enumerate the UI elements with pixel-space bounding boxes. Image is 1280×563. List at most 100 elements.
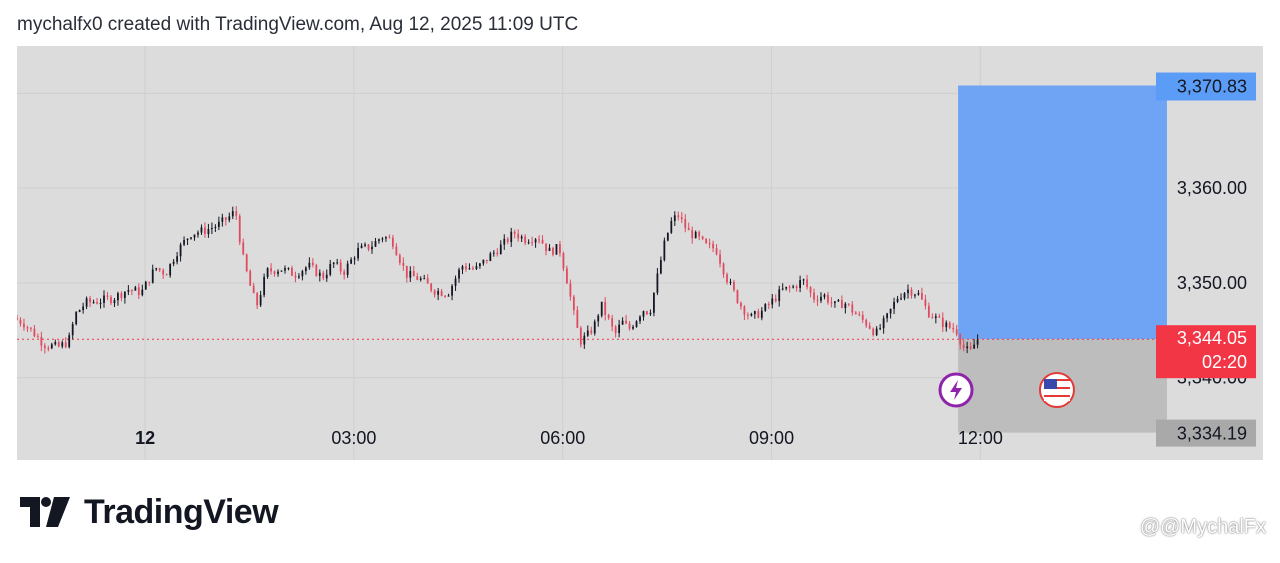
candle-body (653, 292, 655, 313)
candle-body (712, 243, 714, 249)
candle-body (820, 296, 822, 301)
candle-body (799, 280, 802, 288)
candle-body (217, 221, 220, 227)
event-icons[interactable] (938, 372, 1075, 408)
x-tick-label: 12:00 (958, 428, 1003, 448)
candle-body (576, 310, 579, 328)
candle-body (110, 296, 112, 304)
candle-body (96, 302, 98, 304)
candle-body (169, 263, 172, 276)
candle-body (165, 274, 168, 276)
candle-body (952, 327, 955, 330)
candle-body (597, 315, 600, 322)
candle-body (569, 283, 572, 297)
candle-body (190, 237, 192, 239)
candle-body (872, 328, 875, 336)
candle-body (183, 240, 185, 245)
chart-area[interactable]: 12 03:00 06:00 09:00 12:00 3,360.00 3,350.00 3,… (17, 46, 1263, 460)
candle-body (357, 247, 359, 259)
candle-body (740, 302, 742, 307)
target-price-box (1156, 72, 1256, 101)
candle-body (639, 316, 641, 322)
candle-body (959, 334, 962, 345)
candle-body (649, 312, 652, 315)
candle-body (809, 287, 812, 293)
candle-body (680, 217, 683, 220)
candle-body (68, 335, 71, 348)
candle-body (478, 263, 481, 267)
candle-body (938, 316, 941, 318)
candle-body (291, 267, 293, 276)
candle-body (517, 233, 520, 239)
candle-body (921, 293, 923, 300)
candle-body (840, 299, 843, 309)
candle-body (33, 328, 36, 337)
candle-body (398, 255, 401, 263)
candle-body (137, 287, 140, 296)
lightning-icon[interactable] (938, 372, 974, 408)
candle-body (618, 324, 621, 334)
candle-body (311, 262, 314, 265)
candle-body (687, 228, 690, 231)
candle-body (691, 230, 694, 239)
price-chart[interactable]: 12 03:00 06:00 09:00 12:003,360.003,350.00 3,… (17, 46, 1263, 460)
candle-body (966, 346, 969, 349)
candle-body (141, 289, 144, 296)
candle-body (228, 216, 231, 221)
y-tick-label: 3,360.00 (1177, 178, 1247, 198)
x-tick-label: 12 (135, 428, 155, 448)
candle-body (106, 295, 109, 297)
candle-body (781, 288, 784, 290)
candle-body (249, 271, 252, 286)
countdown-label: 02:20 (1202, 352, 1247, 372)
tradingview-logo-icon (20, 497, 70, 527)
candle-body (374, 241, 377, 247)
candle-body (743, 306, 746, 315)
candle-body (917, 293, 920, 295)
candle-body (715, 248, 718, 255)
candle-body (82, 306, 85, 311)
candle-body (472, 268, 474, 270)
candle-body (646, 311, 648, 315)
candle-body (447, 295, 450, 297)
candle-body (813, 292, 815, 300)
candle-body (583, 335, 586, 345)
candle-body (607, 314, 610, 318)
us-flag-icon[interactable] (1038, 372, 1075, 408)
candle-body (61, 342, 64, 347)
candle-body (753, 311, 756, 314)
candle-body (767, 304, 770, 306)
candle-body (294, 275, 297, 278)
current-price-label: 3,344.05 (1177, 328, 1247, 348)
candle-body (298, 276, 300, 278)
candle-body (402, 262, 405, 266)
candle-body (764, 304, 767, 311)
candle-body (287, 267, 290, 269)
candle-body (103, 295, 105, 303)
candle-body (823, 294, 826, 297)
candle-body (343, 271, 346, 275)
candle-body (395, 246, 398, 256)
candle-body (155, 268, 158, 270)
candle-body (117, 293, 119, 301)
candle-body (71, 324, 74, 336)
candle-body (245, 254, 248, 272)
candle-body (266, 268, 269, 277)
candle-body (614, 326, 617, 334)
stop-price-label: 3,334.19 (1177, 424, 1247, 444)
candle-body (719, 254, 721, 264)
candle-body (30, 327, 32, 329)
candle-body (148, 281, 151, 283)
candle-body (785, 286, 788, 289)
candle-body (405, 265, 408, 278)
candle-body (698, 231, 701, 237)
candle-body (635, 321, 638, 327)
candle-body (969, 346, 972, 349)
candle-body (426, 278, 429, 284)
candle-body (621, 320, 624, 325)
candle-body (708, 243, 711, 245)
candle-body (858, 314, 861, 316)
tradingview-logo: TradingView (20, 493, 279, 531)
candle-body (43, 345, 46, 349)
candle-body (656, 273, 659, 293)
